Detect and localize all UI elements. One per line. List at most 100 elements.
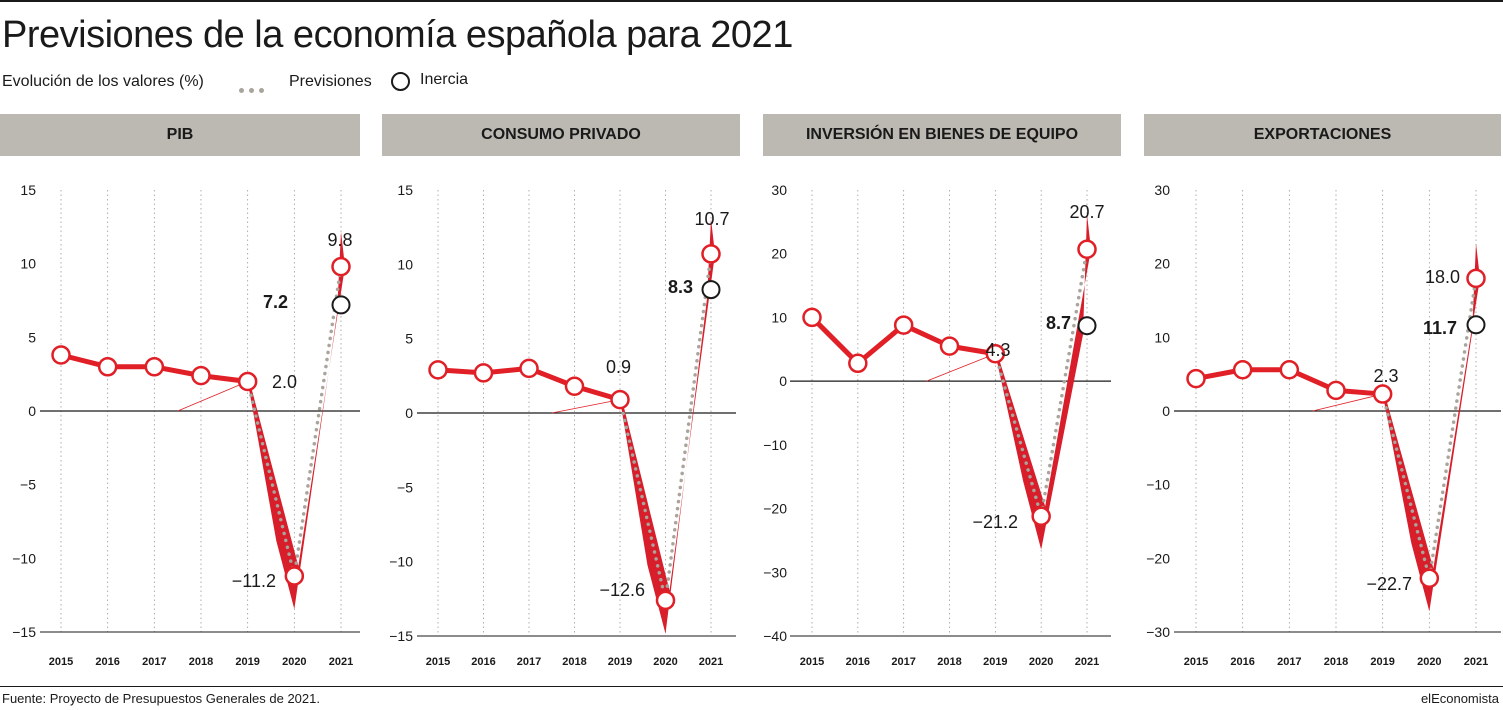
y-tick-30: 30 [771, 182, 787, 198]
y-tick-0: 0 [28, 403, 36, 419]
label-inertia-2021: 8.7 [1046, 313, 1071, 333]
forecast-dots-icon [239, 80, 269, 98]
x-tick-2017: 2017 [142, 656, 166, 668]
y-tick-−10: −10 [763, 437, 787, 453]
point-2020 [1031, 506, 1051, 526]
x-tick-2018: 2018 [189, 656, 213, 668]
label-2021: 20.7 [1069, 202, 1104, 222]
legend-subtitle: Evolución de los valores (%) [2, 73, 204, 90]
top-rule [0, 0, 1503, 2]
panel-header-pib: PIB [0, 114, 360, 156]
x-tick-2020: 2020 [282, 656, 306, 668]
inertia-point-2021 [1466, 315, 1486, 335]
panel-header-consumo: CONSUMO PRIVADO [382, 114, 740, 156]
y-tick-−10: −10 [12, 550, 36, 566]
x-tick-2015: 2015 [800, 656, 824, 668]
label-inertia-2021: 7.2 [263, 292, 288, 312]
point-2015 [51, 345, 71, 365]
y-tick-5: 5 [405, 331, 413, 347]
source-note: Fuente: Proyecto de Presupuestos General… [2, 691, 320, 706]
guide-line [177, 381, 248, 412]
x-tick-2016: 2016 [471, 656, 495, 668]
y-tick-0: 0 [1162, 403, 1170, 419]
y-tick-10: 10 [771, 309, 787, 325]
point-2018 [1326, 380, 1346, 401]
x-tick-2016: 2016 [1230, 656, 1254, 668]
label-2019: 2.0 [272, 372, 297, 392]
label-2021: 10.7 [694, 209, 729, 229]
x-tick-2016: 2016 [95, 656, 119, 668]
x-tick-2020: 2020 [1417, 656, 1441, 668]
x-tick-2020: 2020 [653, 656, 677, 668]
point-2021 [701, 244, 721, 264]
point-2018 [191, 365, 211, 386]
y-tick-−5: −5 [20, 477, 36, 493]
y-tick-−15: −15 [12, 624, 36, 640]
point-2016 [473, 363, 494, 383]
guide-line [926, 353, 996, 382]
label-inertia-2021: 8.3 [668, 277, 693, 297]
y-tick-−30: −30 [1146, 624, 1170, 640]
point-2019 [237, 371, 258, 392]
point-2017 [144, 357, 165, 377]
y-tick-−20: −20 [1146, 550, 1170, 566]
x-tick-2016: 2016 [846, 656, 870, 668]
point-2015 [428, 360, 448, 380]
y-tick-20: 20 [1154, 256, 1170, 272]
label-2021: 9.8 [327, 230, 352, 250]
y-tick-10: 10 [1154, 329, 1170, 345]
x-tick-2019: 2019 [608, 656, 632, 668]
bottom-rule [0, 686, 1503, 687]
x-tick-2021: 2021 [1075, 656, 1099, 668]
x-tick-2017: 2017 [517, 656, 541, 668]
x-tick-2017: 2017 [1277, 656, 1301, 668]
y-tick-−40: −40 [763, 628, 787, 644]
y-tick-0: 0 [405, 405, 413, 421]
forecast-dots [618, 252, 713, 601]
point-2021 [1466, 268, 1486, 289]
guide-line [551, 399, 621, 414]
x-tick-2021: 2021 [329, 656, 353, 668]
x-tick-2015: 2015 [1184, 656, 1208, 668]
label-2020: −11.2 [232, 571, 276, 591]
y-tick-−10: −10 [1146, 477, 1170, 493]
point-2017 [519, 358, 539, 379]
point-2018 [939, 336, 960, 356]
y-tick-15: 15 [20, 182, 36, 198]
y-tick-10: 10 [20, 256, 36, 272]
x-tick-2015: 2015 [49, 656, 73, 668]
inertia-point-2021 [331, 295, 351, 315]
label-2020: −12.6 [599, 580, 645, 600]
forecast-band [995, 214, 1091, 550]
page-title: Previsiones de la economía española para… [2, 14, 793, 56]
legend-forecast-label: Previsiones [289, 73, 372, 90]
forecast-band [1382, 243, 1480, 612]
y-tick-0: 0 [779, 373, 787, 389]
x-tick-2018: 2018 [937, 656, 961, 668]
point-2018 [564, 376, 585, 396]
point-2019 [985, 343, 1006, 364]
x-tick-2015: 2015 [426, 656, 450, 668]
label-2019: 0.9 [606, 357, 631, 377]
inertia-circle-icon [391, 72, 410, 91]
legend-inertia-label: Inercia [420, 71, 469, 88]
label-2021: 18.0 [1425, 267, 1460, 287]
x-tick-2018: 2018 [1324, 656, 1348, 668]
point-2019 [1372, 384, 1393, 404]
y-tick-5: 5 [28, 329, 36, 345]
panel-header-exportaciones: EXPORTACIONES [1144, 114, 1501, 156]
y-tick-−30: −30 [763, 564, 787, 580]
y-tick-15: 15 [397, 182, 413, 198]
y-tick-−5: −5 [397, 479, 413, 495]
label-2019: 4.3 [985, 340, 1010, 360]
label-2020: −22.7 [1366, 574, 1412, 594]
legend: Evolución de los valores (%) Previsiones… [2, 71, 702, 93]
point-2019 [610, 389, 630, 410]
x-tick-2018: 2018 [562, 656, 586, 668]
panel-header-inversion: INVERSIÓN EN BIENES DE EQUIPO [763, 114, 1121, 156]
label-2020: −21.2 [972, 512, 1018, 532]
x-tick-2017: 2017 [891, 656, 915, 668]
brand-logo-text: elEconomista [1420, 691, 1499, 706]
x-tick-2021: 2021 [699, 656, 723, 668]
inertia-point-2021 [1077, 316, 1097, 336]
